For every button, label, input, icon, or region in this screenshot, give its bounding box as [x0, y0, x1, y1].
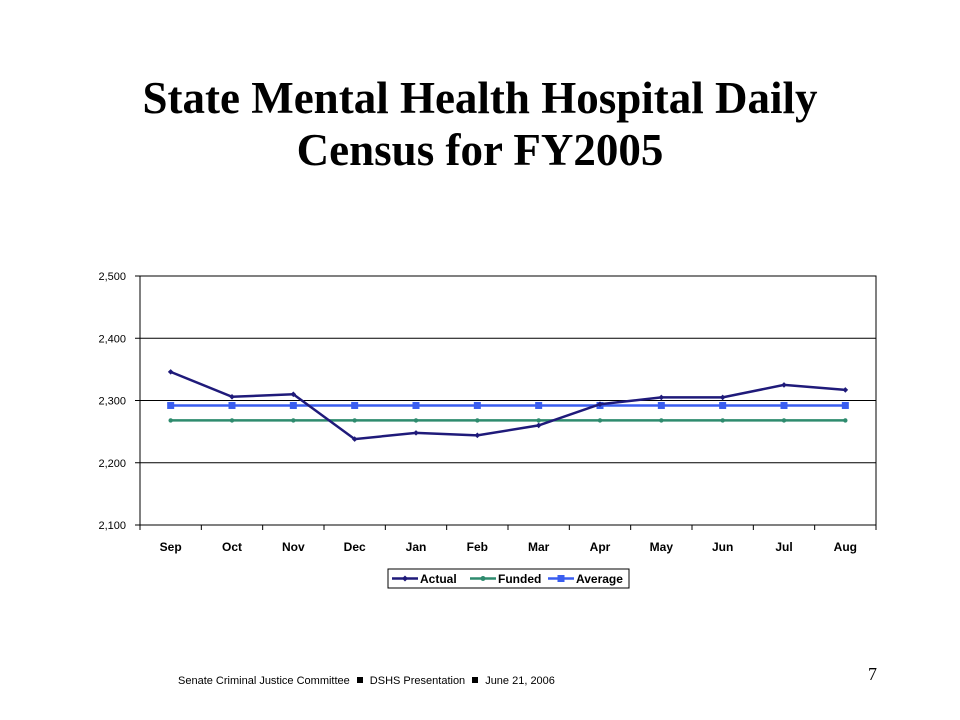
- data-point-actual: [842, 387, 849, 393]
- data-point-actual: [413, 430, 419, 436]
- data-point-actual: [781, 382, 787, 388]
- data-point-actual: [658, 394, 665, 401]
- data-point-average: [719, 401, 727, 409]
- data-point-funded: [843, 418, 848, 423]
- chart-title-line-1: State Mental Health Hospital Daily: [142, 73, 818, 123]
- legend-marker-funded: [480, 576, 486, 581]
- legend-marker-average: [557, 575, 565, 582]
- chart-title: State Mental Health Hospital Daily Censu…: [60, 72, 900, 176]
- x-tick-label: Dec: [344, 540, 366, 554]
- chart-title-line-2: Census for FY2005: [296, 125, 664, 175]
- data-point-funded: [536, 418, 541, 423]
- data-point-funded: [168, 418, 173, 423]
- bullet-square-icon: [472, 677, 479, 683]
- data-point-average: [167, 401, 175, 409]
- legend-marker-actual: [402, 575, 408, 582]
- legend-label-actual: Actual: [420, 572, 457, 586]
- data-point-funded: [229, 418, 235, 423]
- y-tick-label: 2,200: [98, 458, 126, 470]
- data-point-actual: [474, 432, 481, 439]
- legend-label-average: Average: [576, 572, 623, 586]
- data-point-average: [351, 401, 359, 409]
- y-tick-label: 2,500: [98, 271, 126, 283]
- data-point-actual: [535, 422, 542, 429]
- footer-presentation: DSHS Presentation: [369, 675, 466, 687]
- data-point-average: [780, 401, 788, 409]
- data-point-actual: [290, 391, 297, 398]
- data-point-average: [228, 401, 236, 409]
- data-point-funded: [720, 418, 725, 423]
- x-tick-label: Oct: [222, 540, 242, 554]
- x-tick-label: Jul: [775, 540, 792, 554]
- x-tick-label: Mar: [528, 540, 550, 554]
- y-tick-label: 2,100: [98, 520, 126, 532]
- y-tick-label: 2,400: [98, 333, 126, 345]
- x-tick-label: Sep: [160, 540, 182, 554]
- x-tick-label: Nov: [282, 540, 305, 554]
- data-point-average: [412, 401, 420, 409]
- series-line-actual: [170, 370, 846, 441]
- data-point-actual: [597, 401, 603, 408]
- x-tick-label: Feb: [467, 540, 488, 554]
- y-tick-label: 2,300: [98, 396, 126, 408]
- data-point-actual: [351, 436, 358, 442]
- page-number: 7: [868, 664, 877, 684]
- data-point-funded: [659, 418, 664, 423]
- x-tick-label: Jan: [406, 540, 427, 554]
- data-point-actual: [719, 394, 726, 401]
- x-tick-label: Aug: [834, 540, 857, 554]
- data-point-funded: [291, 418, 296, 423]
- x-tick-label: May: [650, 540, 674, 554]
- data-point-funded: [781, 418, 787, 423]
- footer: Senate Criminal Justice Committee DSHS Pr…: [178, 675, 555, 687]
- data-point-funded: [352, 418, 357, 423]
- x-tick-label: Apr: [590, 540, 611, 554]
- data-point-funded: [475, 418, 480, 423]
- data-point-average: [473, 401, 481, 409]
- data-point-average: [657, 401, 665, 409]
- footer-date: June 21, 2006: [485, 675, 555, 687]
- footer-committee: Senate Criminal Justice Committee: [178, 675, 350, 687]
- data-point-average: [289, 401, 297, 409]
- data-point-average: [535, 401, 543, 409]
- legend-label-funded: Funded: [498, 572, 541, 586]
- legend: [387, 568, 630, 589]
- bullet-square-icon: [356, 677, 363, 683]
- data-point-funded: [413, 418, 419, 423]
- data-point-funded: [597, 418, 603, 423]
- data-point-actual: [167, 369, 174, 375]
- data-point-actual: [229, 393, 235, 400]
- data-point-average: [841, 401, 849, 409]
- x-tick-label: Jun: [712, 540, 733, 554]
